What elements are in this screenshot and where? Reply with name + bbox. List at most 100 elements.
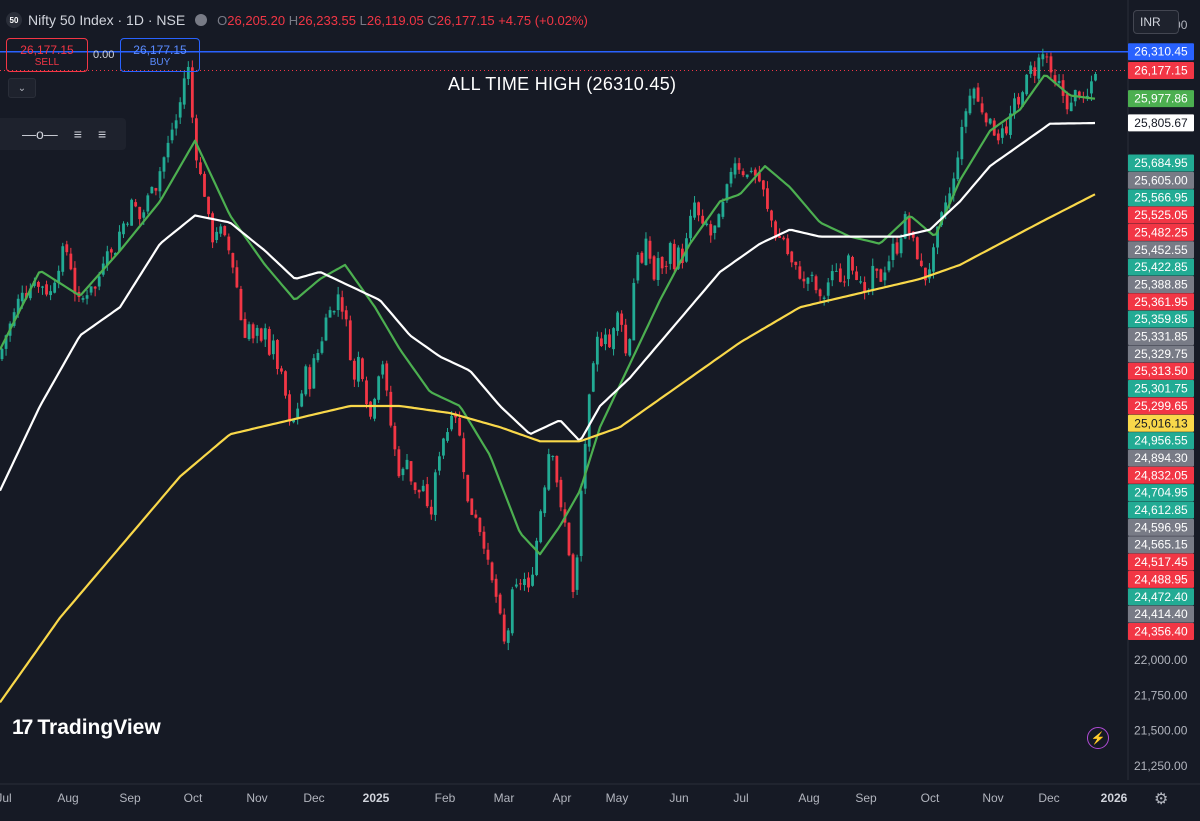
currency-selector[interactable]: INR bbox=[1133, 10, 1179, 34]
candle-body bbox=[429, 506, 433, 515]
candle-body bbox=[822, 297, 826, 299]
candle-body bbox=[69, 253, 73, 270]
candle-body bbox=[178, 102, 182, 118]
candle-body bbox=[421, 485, 425, 492]
candle-body bbox=[555, 455, 559, 483]
candle-body bbox=[215, 231, 219, 241]
candle-body bbox=[385, 363, 389, 391]
candle-body bbox=[300, 393, 304, 407]
price-label: 24,472.40 bbox=[1134, 590, 1188, 604]
symbol-title[interactable]: Nifty 50 Index · 1D · NSE bbox=[28, 12, 186, 28]
line-tool-icon[interactable]: —o— bbox=[22, 126, 58, 142]
price-label-bg bbox=[1128, 258, 1194, 276]
candle-body bbox=[535, 540, 538, 576]
sell-button[interactable]: 26,177.15 SELL bbox=[6, 38, 88, 72]
time-axis-label: Oct bbox=[921, 791, 940, 805]
candle-body bbox=[1005, 126, 1008, 134]
candle-body bbox=[1013, 98, 1016, 115]
candle-body bbox=[494, 578, 498, 597]
candle-body bbox=[988, 118, 992, 124]
price-label-bg bbox=[1128, 484, 1194, 502]
candle-body bbox=[377, 376, 381, 400]
candle-body bbox=[458, 417, 462, 436]
price-tick-label: 21,750.00 bbox=[1134, 688, 1188, 702]
price-label: 25,388.85 bbox=[1134, 277, 1188, 291]
candle-body bbox=[393, 425, 397, 450]
settings-lines-icon[interactable]: ≡ bbox=[73, 126, 82, 142]
candle-body bbox=[948, 193, 952, 204]
candle-body bbox=[830, 271, 834, 281]
candle-body bbox=[85, 295, 89, 299]
lightning-icon[interactable]: ⚡ bbox=[1087, 727, 1109, 749]
candle-body bbox=[223, 226, 227, 236]
candle-body bbox=[41, 286, 44, 288]
candle-body bbox=[340, 297, 344, 312]
candle-body bbox=[166, 142, 170, 158]
candle-body bbox=[247, 324, 251, 340]
sell-price: 26,177.15 bbox=[20, 42, 74, 57]
tradingview-logo[interactable]: 17 TradingView bbox=[12, 716, 161, 740]
candle-body bbox=[903, 214, 907, 239]
candle-body bbox=[373, 398, 376, 419]
candle-body bbox=[288, 394, 291, 422]
candle-body bbox=[73, 267, 77, 294]
price-label: 24,956.55 bbox=[1134, 434, 1188, 448]
price-label: 25,566.95 bbox=[1134, 191, 1188, 205]
candle-body bbox=[365, 380, 368, 405]
price-label: 25,359.85 bbox=[1134, 312, 1188, 326]
time-axis-label: Oct bbox=[184, 791, 203, 805]
candle-body bbox=[271, 340, 275, 355]
candle-body bbox=[207, 196, 210, 215]
time-axis-label: Nov bbox=[982, 791, 1003, 805]
candle-body bbox=[656, 258, 660, 280]
candle-body bbox=[843, 281, 846, 283]
price-label-bg bbox=[1128, 114, 1194, 132]
candle-body bbox=[162, 157, 166, 172]
price-label: 25,016.13 bbox=[1134, 416, 1188, 430]
collapse-legend-button[interactable]: ⌄ bbox=[8, 78, 36, 98]
candle-body bbox=[267, 329, 271, 355]
candle-body bbox=[263, 328, 267, 340]
index-badge: 50 bbox=[6, 12, 22, 28]
price-label-bg bbox=[1128, 588, 1194, 606]
time-axis-label: 2026 bbox=[1101, 791, 1128, 805]
price-label-bg bbox=[1128, 43, 1194, 61]
candle-body bbox=[915, 237, 919, 260]
ohlc-readout: O26,205.20 H26,233.55 L26,119.05 C26,177… bbox=[217, 12, 588, 28]
candle-body bbox=[1009, 113, 1012, 135]
candle-body bbox=[89, 286, 93, 293]
price-label: 25,301.75 bbox=[1134, 382, 1188, 396]
price-label: 25,805.67 bbox=[1134, 116, 1188, 130]
candle-body bbox=[1025, 74, 1029, 95]
candle-body bbox=[620, 313, 624, 325]
filter-lines-icon[interactable]: ≡ bbox=[97, 126, 107, 142]
candle-body bbox=[154, 188, 158, 191]
price-label: 24,414.40 bbox=[1134, 607, 1188, 621]
candle-body bbox=[1033, 67, 1037, 76]
price-label-bg bbox=[1128, 466, 1194, 484]
candle-body bbox=[875, 268, 879, 271]
candle-body bbox=[324, 317, 328, 341]
price-label-bg bbox=[1128, 328, 1194, 345]
price-label: 25,605.00 bbox=[1134, 173, 1188, 187]
price-label-bg bbox=[1128, 449, 1194, 467]
price-label-bg bbox=[1128, 345, 1194, 363]
price-label: 24,704.95 bbox=[1134, 486, 1188, 500]
candle-body bbox=[527, 577, 530, 588]
price-label-bg bbox=[1128, 223, 1194, 241]
candle-body bbox=[1090, 81, 1093, 94]
candle-body bbox=[93, 286, 97, 289]
candle-body bbox=[158, 171, 162, 192]
price-label-bg bbox=[1128, 241, 1194, 259]
gear-icon[interactable]: ⚙ bbox=[1154, 791, 1169, 808]
candle-body bbox=[612, 328, 615, 350]
candle-body bbox=[871, 265, 875, 291]
buy-button[interactable]: 26,177.15 BUY bbox=[120, 38, 200, 72]
price-label-bg bbox=[1128, 605, 1194, 623]
candle-body bbox=[818, 289, 822, 297]
candle-body bbox=[462, 438, 466, 473]
price-label-bg bbox=[1128, 189, 1194, 207]
price-label-bg bbox=[1128, 622, 1194, 640]
